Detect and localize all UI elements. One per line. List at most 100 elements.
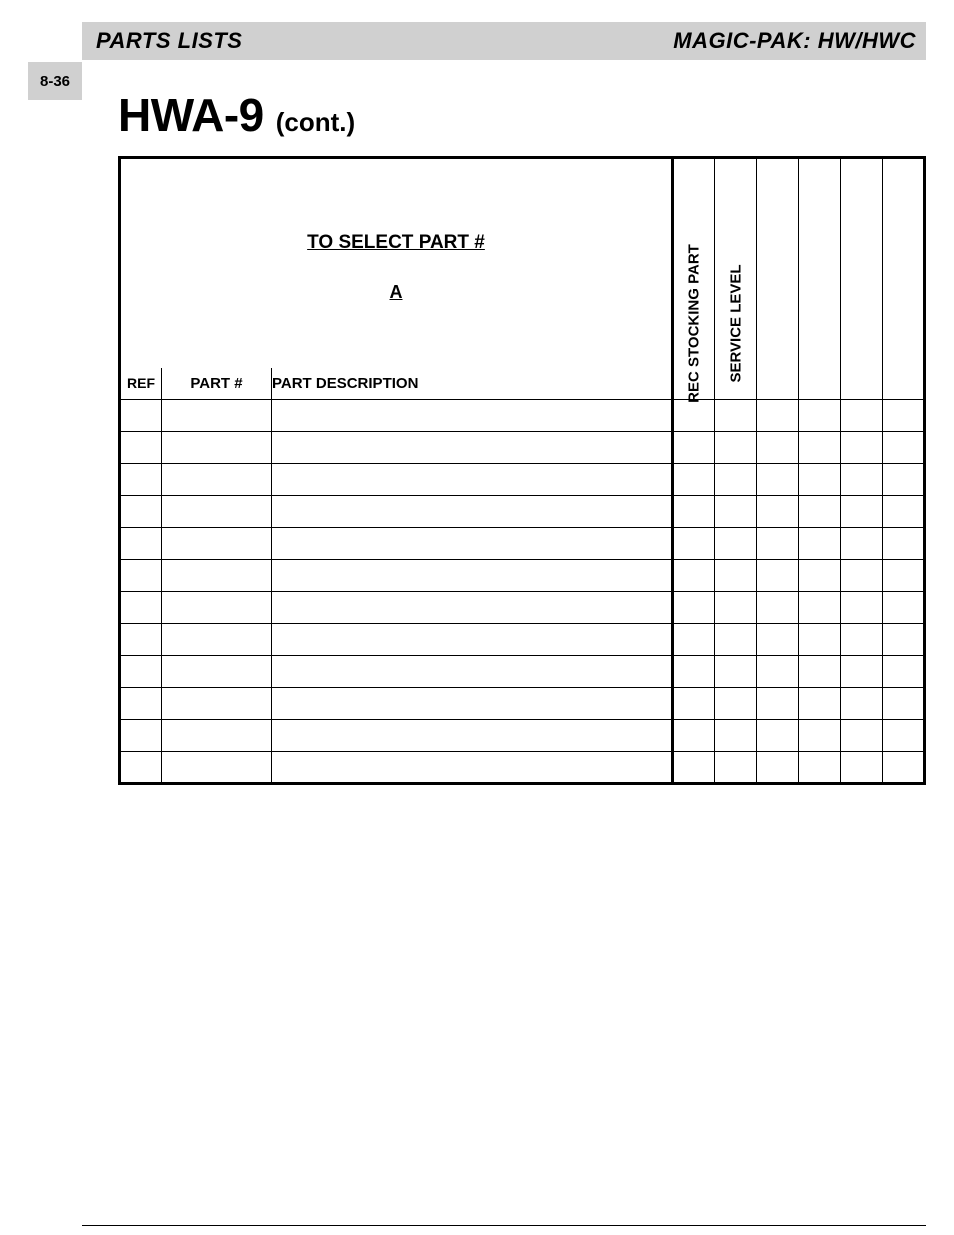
table-cell [715,656,757,688]
table-cell [841,432,883,464]
table-cell [162,432,272,464]
page-number: 8-36 [40,73,70,90]
select-part-title: TO SELECT PART # [121,224,671,254]
col-blank-4 [883,158,925,400]
table-cell [162,624,272,656]
table-cell [162,464,272,496]
table-cell [162,688,272,720]
table-cell [715,592,757,624]
table-cell [272,400,673,432]
table-cell [799,624,841,656]
table-cell [757,496,799,528]
table-row [120,496,925,528]
header-bar: PARTS LISTS MAGIC-PAK: HW/HWC [82,22,926,60]
table-cell [799,432,841,464]
table-row [120,720,925,752]
table-row [120,624,925,656]
table-cell [120,528,162,560]
table-row [120,464,925,496]
table-cell [757,560,799,592]
table-cell [673,528,715,560]
table-cell [841,464,883,496]
table-cell [120,688,162,720]
table-cell [883,560,925,592]
table-row [120,752,925,784]
table-cell [673,720,715,752]
table-cell [883,720,925,752]
table-cell [673,656,715,688]
table-cell [272,560,673,592]
table-cell [757,656,799,688]
select-part-letter: A [121,282,671,303]
col-partnum-label: PART # [162,368,272,400]
table-cell [272,720,673,752]
table-row [120,592,925,624]
table-cell [841,560,883,592]
table-header-upper: TO SELECT PART # A REC STOCKING PART SER… [120,158,925,368]
table-cell [120,496,162,528]
table-cell [715,720,757,752]
table-cell [162,592,272,624]
table-cell [757,432,799,464]
col-service-level-label: SERVICE LEVEL [727,264,744,470]
table-cell [272,432,673,464]
table-row [120,656,925,688]
table-cell [841,624,883,656]
table-cell [715,560,757,592]
table-row [120,400,925,432]
table-cell [272,752,673,784]
table-cell [757,592,799,624]
parts-table-wrap: TO SELECT PART # A REC STOCKING PART SER… [118,156,926,785]
table-cell [715,688,757,720]
table-cell [162,400,272,432]
table-cell [272,624,673,656]
table-cell [120,752,162,784]
table-cell [120,624,162,656]
table-cell [162,720,272,752]
table-cell [673,496,715,528]
table-cell [715,528,757,560]
table-cell [120,432,162,464]
col-ref-label: REF [120,368,162,400]
table-cell [272,496,673,528]
col-blank-3 [841,158,883,400]
page-number-badge: 8-36 [28,62,82,100]
table-cell [841,688,883,720]
table-cell [799,688,841,720]
table-cell [757,688,799,720]
table-cell [673,752,715,784]
table-cell [799,752,841,784]
table-cell [673,624,715,656]
table-cell [757,720,799,752]
table-cell [272,592,673,624]
table-cell [120,400,162,432]
table-cell [757,528,799,560]
table-row [120,432,925,464]
table-cell [799,560,841,592]
table-row [120,560,925,592]
col-blank-2 [799,158,841,400]
table-cell [841,720,883,752]
table-cell [272,688,673,720]
table-cell [715,496,757,528]
table-cell [841,528,883,560]
table-cell [883,432,925,464]
table-cell [883,496,925,528]
table-cell [841,752,883,784]
page-title-main: HWA-9 [118,88,264,142]
table-row [120,528,925,560]
table-cell [757,464,799,496]
table-cell [799,528,841,560]
table-cell [162,560,272,592]
table-cell [120,656,162,688]
table-row [120,688,925,720]
table-cell [841,400,883,432]
table-cell [883,592,925,624]
table-cell [272,528,673,560]
table-cell [673,688,715,720]
table-cell [715,752,757,784]
table-cell [799,592,841,624]
table-cell [272,656,673,688]
table-cell [799,656,841,688]
col-rec-stocking: REC STOCKING PART [673,158,715,400]
